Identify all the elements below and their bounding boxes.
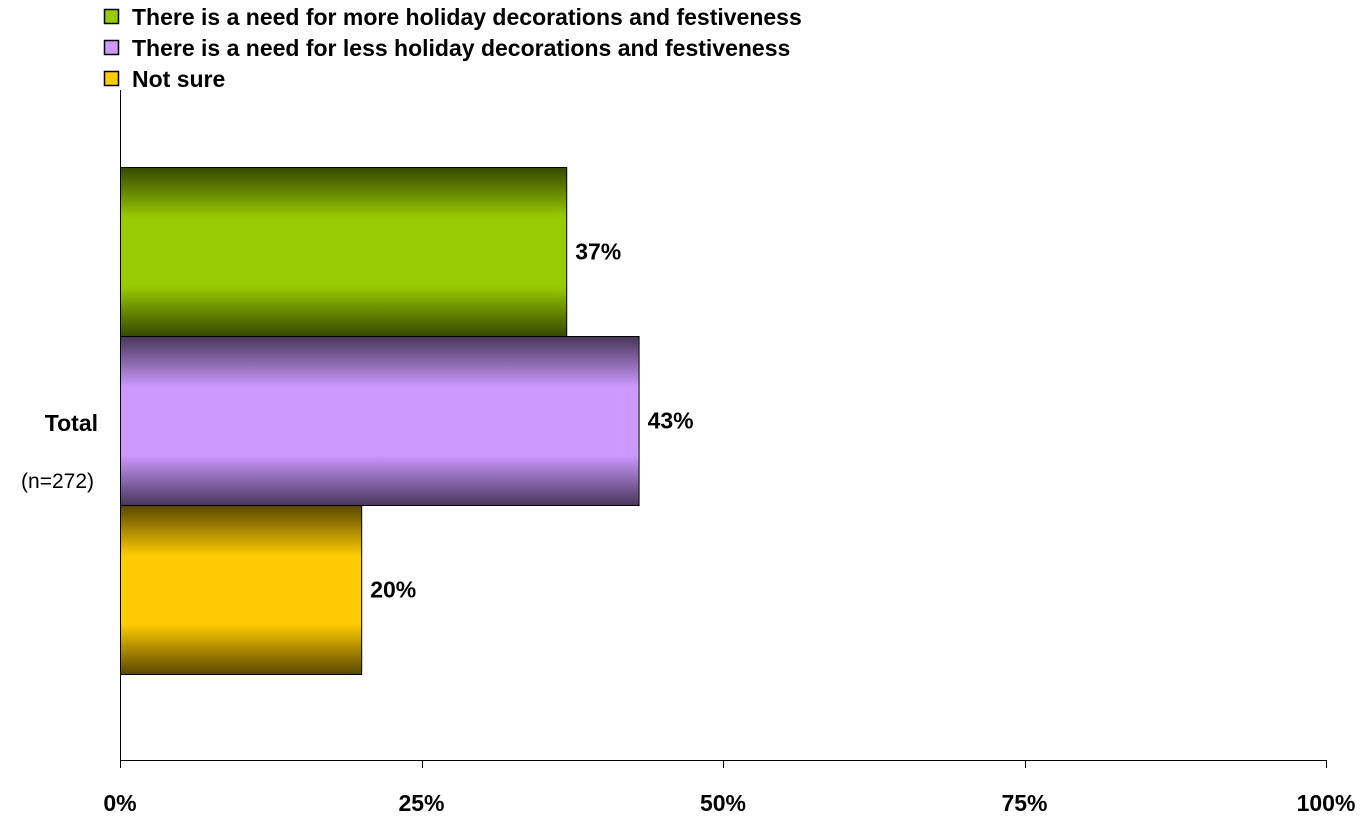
x-tick-label-3: 50% (700, 790, 746, 816)
x-tick-label-2: 25% (398, 790, 444, 816)
bar-1 (120, 167, 568, 337)
legend-swatch-3 (103, 70, 120, 87)
data-label-1: 37% (575, 239, 621, 265)
data-label-2: 43% (648, 408, 694, 434)
legend-label-1: There is a need for more holiday decorat… (132, 4, 802, 30)
category-sample-size: (n=272) (21, 470, 94, 493)
x-ticks-group: 0% 25% 50% 75% 100% (103, 760, 1355, 816)
bar-2 (120, 336, 640, 506)
legend-label-3: Not sure (132, 66, 225, 92)
x-tick-label-4: 75% (1001, 790, 1047, 816)
legend-label-2: There is a need for less holiday decorat… (132, 35, 790, 61)
legend: There is a need for more holiday decorat… (103, 4, 802, 92)
category-axis: Total (n=272) (21, 410, 98, 493)
bar-3 (120, 505, 363, 675)
data-labels-group: 37% 43% 20% (370, 239, 693, 603)
data-label-3: 20% (370, 577, 416, 603)
x-tick-label-1: 0% (103, 790, 136, 816)
bars-group (120, 167, 640, 675)
category-label: Total (45, 410, 98, 436)
plot-area: 37% 43% 20% 0% 25% 50% 75% 100% (103, 90, 1355, 816)
x-tick-label-5: 100% (1297, 790, 1356, 816)
legend-swatch-2 (103, 39, 120, 56)
legend-swatch-1 (103, 8, 120, 25)
